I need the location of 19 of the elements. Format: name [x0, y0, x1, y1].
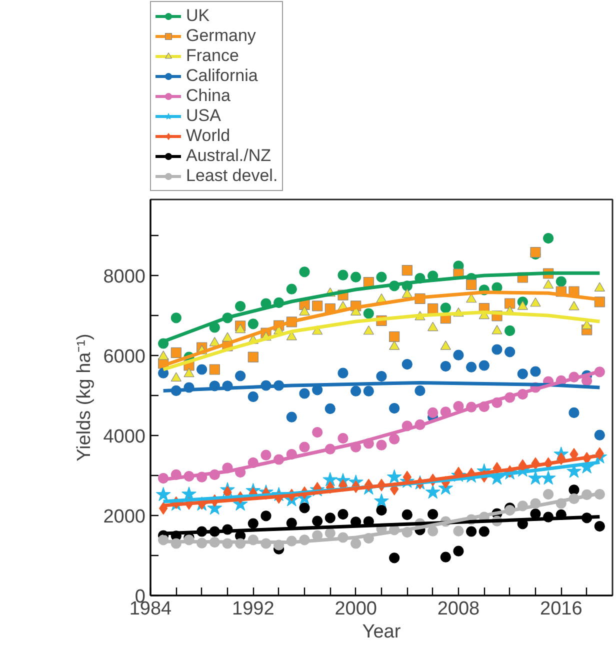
y-axis-title: Yields (kg ha⁻¹): [74, 334, 96, 462]
x-tick-label: 2008: [437, 598, 480, 620]
x-tick-label: 2000: [334, 598, 377, 620]
legend-label: World: [186, 126, 230, 146]
y-tick-label: 2000: [103, 506, 146, 528]
x-axis-title: Year: [362, 622, 402, 642]
legend-label: UK: [186, 6, 210, 26]
y-tick-label: 4000: [103, 426, 146, 448]
x-tick-label: 2016: [540, 598, 582, 620]
y-tick-label: 8000: [103, 266, 146, 288]
legend-label: Germany: [186, 26, 256, 46]
legend-label: Austral./NZ: [186, 146, 272, 166]
y-tick-label: 6000: [103, 346, 146, 368]
legend-label: China: [186, 86, 230, 106]
legend-label: California: [186, 66, 258, 86]
legend-label: France: [186, 46, 239, 66]
legend-label: USA: [186, 106, 221, 126]
legend-label: Least devel.: [186, 166, 278, 186]
x-tick-label: 1992: [232, 598, 274, 620]
